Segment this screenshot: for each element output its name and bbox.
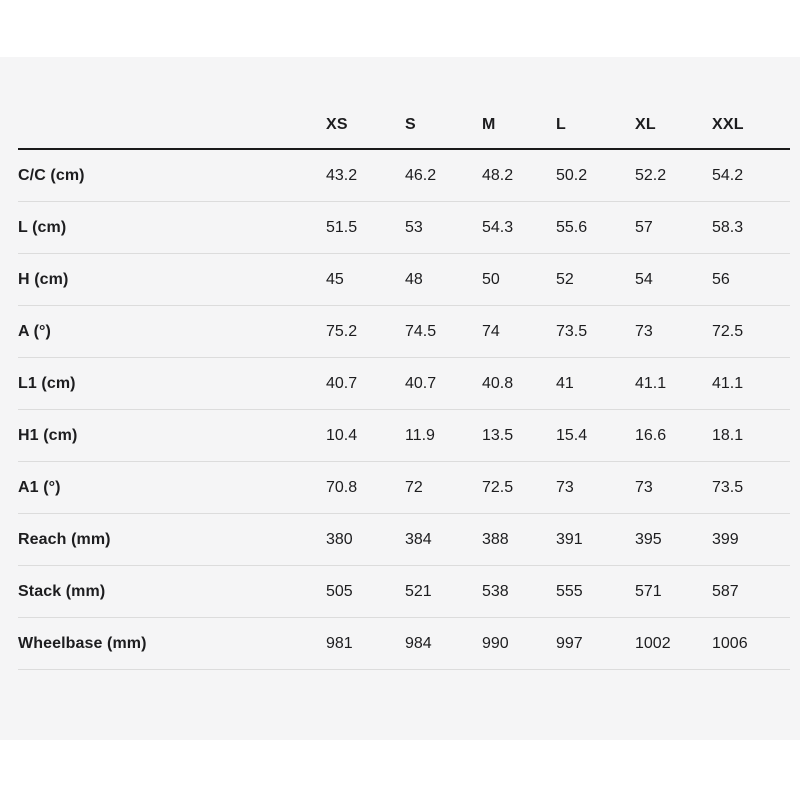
value-cell: 54.2 [712,166,744,184]
row-label: Wheelbase (mm) [18,634,147,652]
table-row: L (cm) 51.5 53 54.3 55.6 57 58.3 [18,202,790,254]
value-cell: 52.2 [635,166,667,184]
value-cell: 50 [482,270,500,288]
table-row: H (cm) 45 48 50 52 54 56 [18,254,790,306]
value-cell: 56 [712,270,730,288]
value-cell: 72 [405,478,423,496]
size-chart-panel: XS S M L XL XXL C/C (cm) 43.2 46.2 48.2 50.2 52.2 54… [0,57,800,740]
table-row: L1 (cm) 40.7 40.7 40.8 41 41.1 41.1 [18,358,790,410]
value-cell: 40.7 [326,374,358,392]
value-cell: 70.8 [326,478,358,496]
value-cell: 384 [405,530,432,548]
value-cell: 54 [635,270,653,288]
row-label: C/C (cm) [18,166,85,184]
value-cell: 388 [482,530,509,548]
value-cell: 72.5 [712,322,744,340]
value-cell: 555 [556,582,583,600]
table-header-row: XS S M L XL XXL [18,57,790,150]
value-cell: 391 [556,530,583,548]
value-cell: 984 [405,634,432,652]
row-label: A (°) [18,322,51,340]
row-label: L1 (cm) [18,374,76,392]
value-cell: 1002 [635,634,671,652]
value-cell: 587 [712,582,739,600]
column-header-xl: XL [635,116,656,133]
value-cell: 74.5 [405,322,437,340]
value-cell: 41 [556,374,574,392]
value-cell: 16.6 [635,426,667,444]
value-cell: 13.5 [482,426,514,444]
column-header-s: S [405,116,416,133]
value-cell: 48 [405,270,423,288]
column-header-l: L [556,116,566,133]
value-cell: 46.2 [405,166,437,184]
value-cell: 54.3 [482,218,514,236]
column-header-xxl: XXL [712,116,744,133]
geometry-table: XS S M L XL XXL C/C (cm) 43.2 46.2 48.2 50.2 52.2 54… [18,57,790,670]
row-label: Stack (mm) [18,582,106,600]
value-cell: 538 [482,582,509,600]
column-header-xs: XS [326,116,348,133]
row-label: Reach (mm) [18,530,111,548]
value-cell: 40.8 [482,374,514,392]
value-cell: 73 [556,478,574,496]
value-cell: 52 [556,270,574,288]
value-cell: 55.6 [556,218,588,236]
value-cell: 72.5 [482,478,514,496]
row-label: H1 (cm) [18,426,78,444]
table-row: Stack (mm) 505 521 538 555 571 587 [18,566,790,618]
value-cell: 73 [635,322,653,340]
value-cell: 40.7 [405,374,437,392]
value-cell: 380 [326,530,353,548]
table-row: C/C (cm) 43.2 46.2 48.2 50.2 52.2 54.2 [18,150,790,202]
table-row: A1 (°) 70.8 72 72.5 73 73 73.5 [18,462,790,514]
value-cell: 11.9 [405,426,435,444]
table-row: A (°) 75.2 74.5 74 73.5 73 72.5 [18,306,790,358]
value-cell: 997 [556,634,583,652]
value-cell: 41.1 [712,374,744,392]
value-cell: 73 [635,478,653,496]
table-row: H1 (cm) 10.4 11.9 13.5 15.4 16.6 18.1 [18,410,790,462]
value-cell: 74 [482,322,500,340]
value-cell: 73.5 [556,322,588,340]
column-header-m: M [482,116,496,133]
value-cell: 41.1 [635,374,667,392]
row-label: L (cm) [18,218,67,236]
value-cell: 15.4 [556,426,588,444]
table-row: Reach (mm) 380 384 388 391 395 399 [18,514,790,566]
value-cell: 18.1 [712,426,744,444]
value-cell: 43.2 [326,166,358,184]
value-cell: 58.3 [712,218,744,236]
value-cell: 521 [405,582,432,600]
row-label: A1 (°) [18,478,61,496]
table-row: Wheelbase (mm) 981 984 990 997 1002 1006 [18,618,790,670]
value-cell: 45 [326,270,344,288]
value-cell: 48.2 [482,166,514,184]
value-cell: 571 [635,582,662,600]
value-cell: 395 [635,530,662,548]
value-cell: 981 [326,634,353,652]
value-cell: 75.2 [326,322,358,340]
row-label: H (cm) [18,270,69,288]
value-cell: 53 [405,218,423,236]
value-cell: 990 [482,634,509,652]
value-cell: 50.2 [556,166,588,184]
value-cell: 10.4 [326,426,358,444]
value-cell: 1006 [712,634,748,652]
value-cell: 73.5 [712,478,744,496]
value-cell: 51.5 [326,218,358,236]
value-cell: 505 [326,582,353,600]
value-cell: 399 [712,530,739,548]
value-cell: 57 [635,218,653,236]
